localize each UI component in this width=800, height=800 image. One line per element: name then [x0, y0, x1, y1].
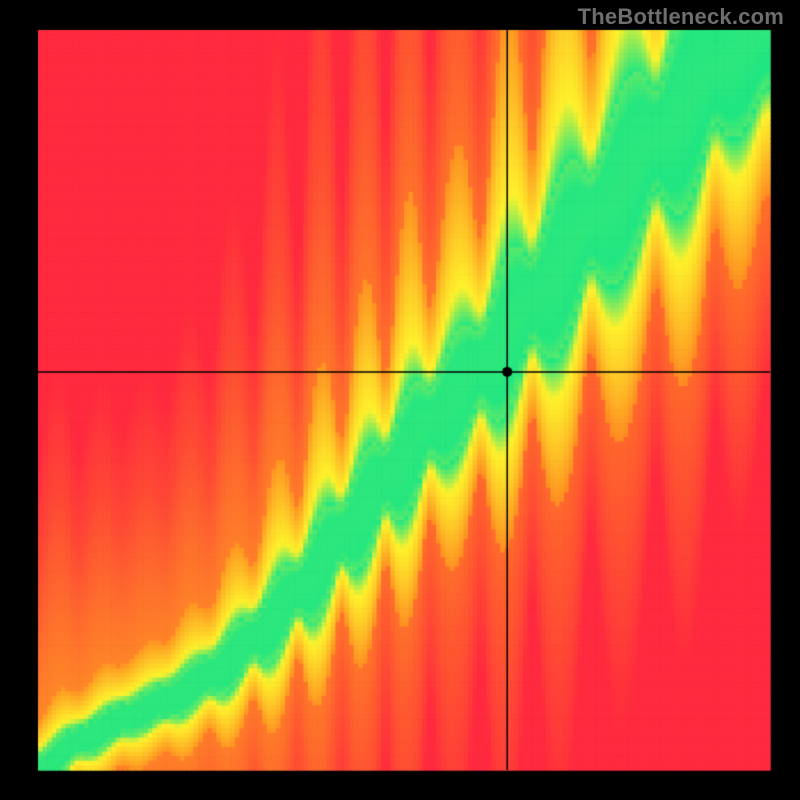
- bottleneck-heatmap: [0, 0, 800, 800]
- watermark-text: TheBottleneck.com: [578, 4, 784, 30]
